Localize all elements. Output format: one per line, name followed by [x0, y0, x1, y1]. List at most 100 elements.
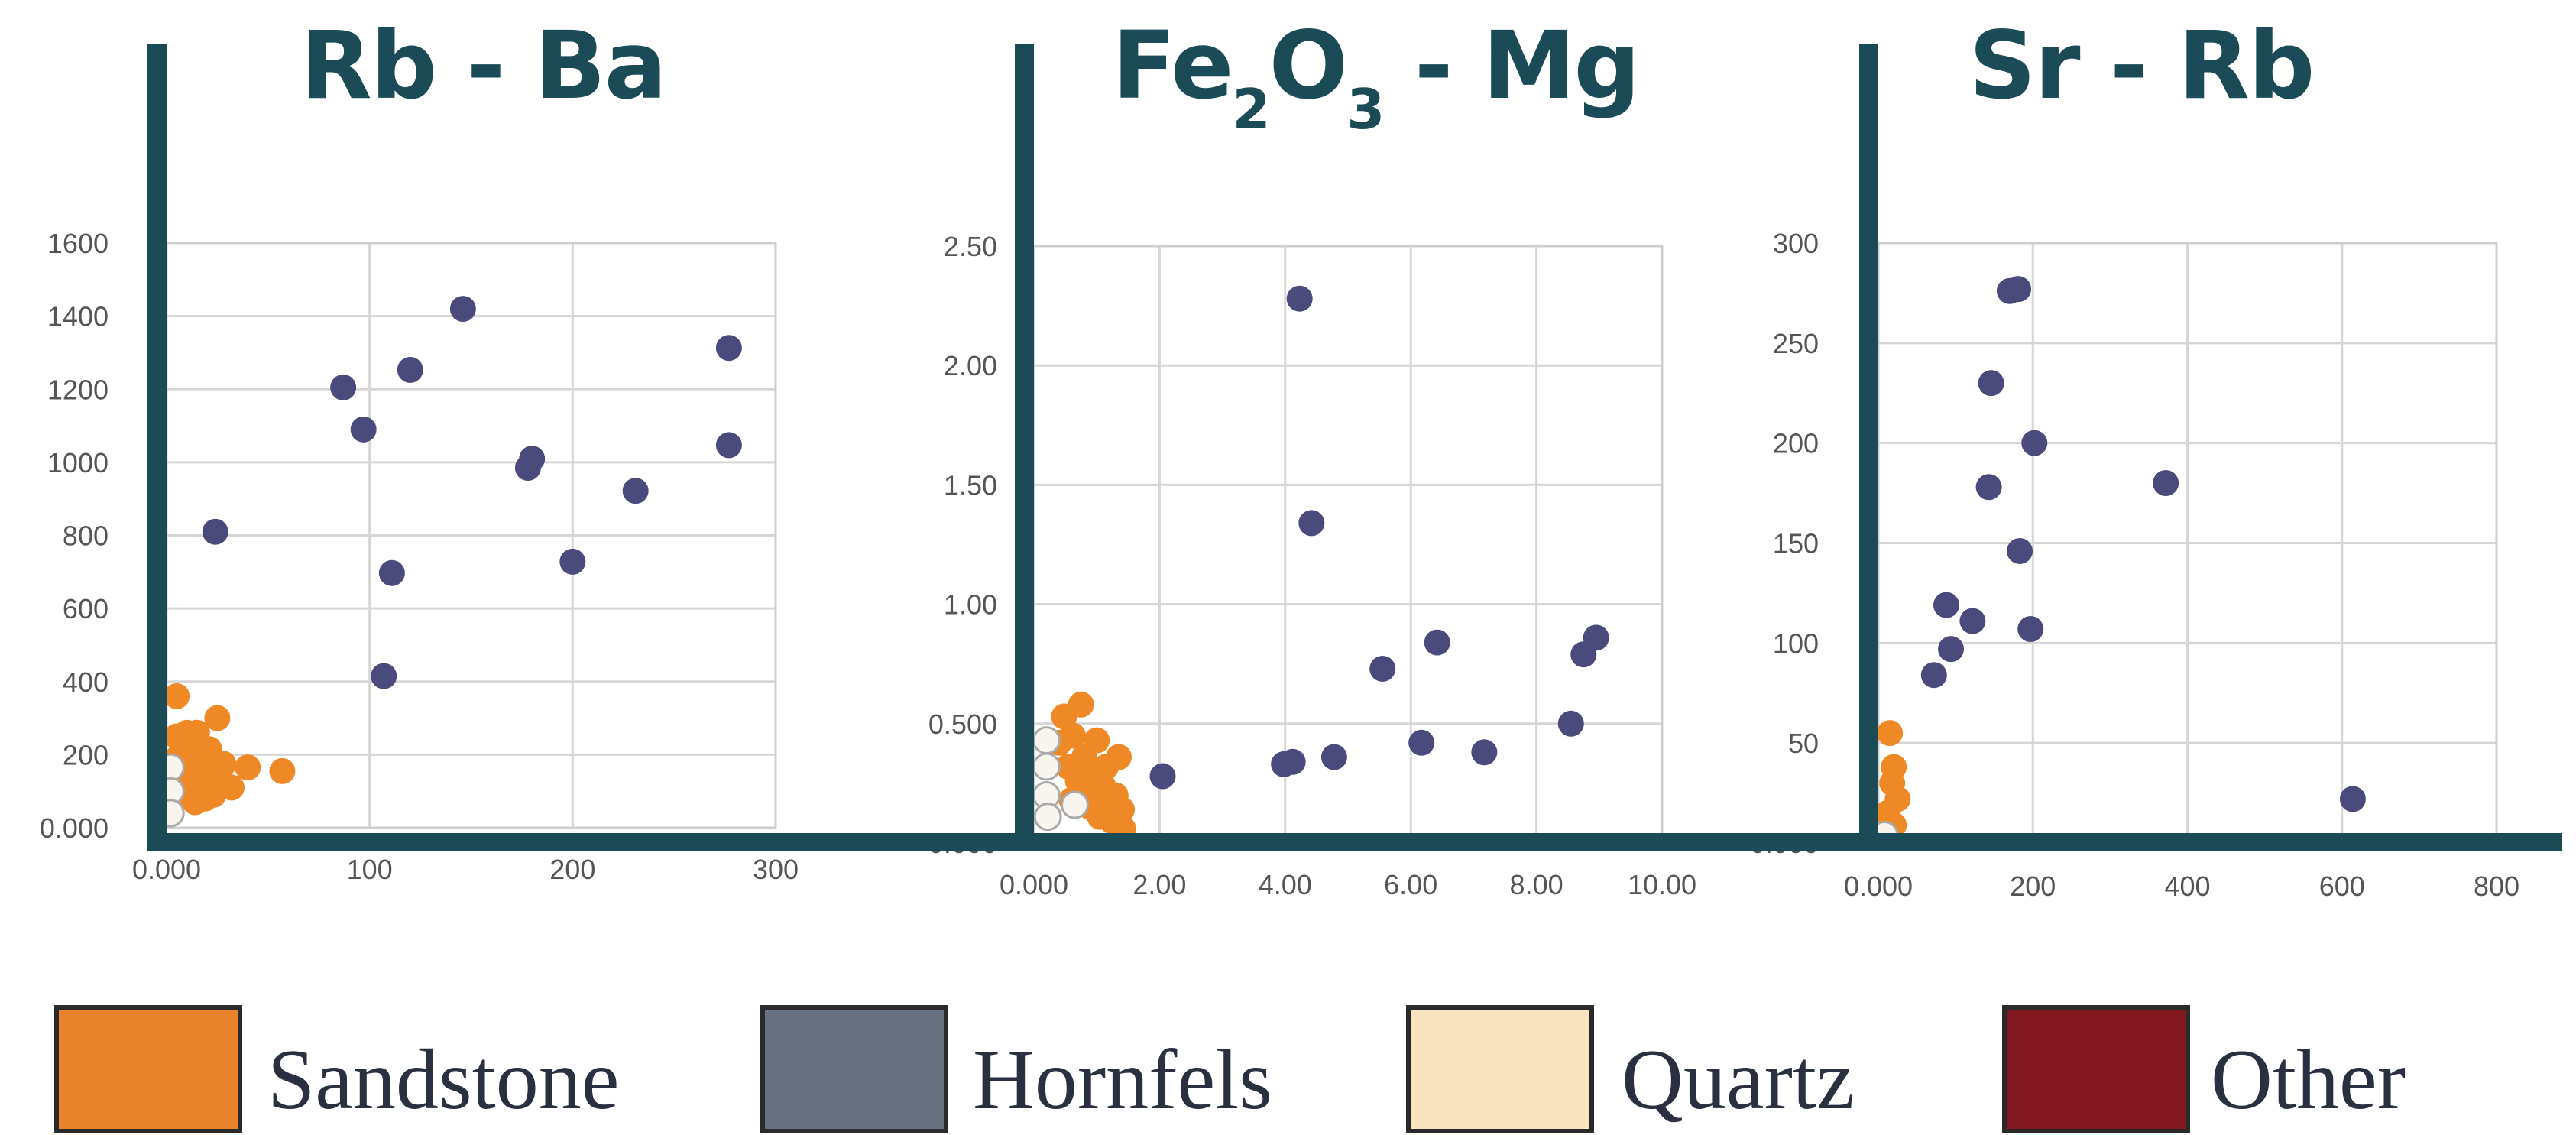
y-tick-label: 1.50 — [944, 469, 997, 501]
data-point-hornfels — [1978, 370, 2004, 397]
data-point-sandstone — [269, 757, 296, 784]
y-tick-label: 300 — [1773, 228, 1819, 259]
plot-fe2o3-mg: 0.0000.5001.001.502.002.500.0002.004.006… — [928, 231, 1696, 900]
x-tick-label: 2.00 — [1132, 869, 1186, 900]
title-fe: Fe — [1112, 11, 1232, 120]
data-point-hornfels — [1959, 608, 1986, 634]
y-tick-label: 1.00 — [944, 589, 997, 621]
x-tick-label: 600 — [2319, 871, 2365, 902]
legend-label-other: Other — [2211, 1033, 2406, 1127]
data-point-hornfels — [397, 356, 423, 383]
x-tick-label: 400 — [2164, 871, 2210, 902]
data-point-hornfels — [715, 432, 742, 459]
legend-label-hornfels: Hornfels — [973, 1033, 1272, 1127]
frame-vertical-3 — [1859, 44, 1878, 847]
x-tick-label: 200 — [2010, 871, 2056, 902]
data-point-hornfels — [449, 296, 476, 323]
x-tick-label: 10.00 — [1628, 869, 1696, 900]
data-point-quartz — [1060, 790, 1089, 819]
data-point-hornfels — [1557, 710, 1584, 737]
frame-baseline — [147, 833, 2562, 851]
y-tick-label: 200 — [1773, 428, 1819, 459]
data-point-hornfels — [559, 548, 586, 575]
y-tick-label: 2.00 — [944, 350, 997, 381]
legend: Sandstone Hornfels Quartz Other — [54, 1005, 2406, 1133]
y-tick-label: 0.000 — [40, 812, 109, 844]
data-point-sandstone — [210, 751, 237, 777]
x-tick-label: 100 — [347, 854, 393, 885]
data-point-hornfels — [519, 446, 546, 472]
frame-vertical-1 — [147, 44, 167, 847]
data-point-hornfels — [1408, 729, 1435, 756]
data-point-hornfels — [1149, 763, 1176, 790]
y-tick-label: 800 — [63, 520, 109, 552]
data-point-hornfels — [1279, 748, 1306, 775]
data-point-hornfels — [1975, 474, 2002, 501]
x-tick-label: 0.000 — [132, 854, 201, 885]
data-point-hornfels — [1583, 624, 1609, 651]
data-point-hornfels — [1424, 629, 1450, 656]
x-tick-label: 300 — [753, 854, 799, 885]
chart-title-sr-rb: Sr - Rb — [1969, 11, 2314, 120]
data-point-quartz — [1032, 726, 1061, 755]
chart-title-rb-ba: Rb - Ba — [300, 11, 666, 120]
data-point-sandstone — [1059, 722, 1086, 749]
x-tick-label: 200 — [549, 854, 595, 885]
data-point-hornfels — [2021, 430, 2048, 456]
legend-swatch-hornfels — [760, 1005, 948, 1133]
data-point-hornfels — [202, 518, 228, 545]
data-point-hornfels — [1298, 510, 1325, 537]
data-point-sandstone — [1109, 796, 1136, 823]
x-tick-label: 8.00 — [1510, 869, 1563, 900]
data-point-quartz — [1033, 803, 1062, 832]
data-point-hornfels — [1471, 739, 1498, 766]
title-mg: - Mg — [1383, 11, 1638, 120]
y-tick-label: 50 — [1788, 728, 1819, 759]
data-point-hornfels — [1933, 592, 1959, 618]
data-point-hornfels — [330, 374, 357, 400]
data-point-hornfels — [715, 335, 742, 362]
legend-label-quartz: Quartz — [1622, 1033, 1855, 1127]
y-tick-label: 250 — [1773, 328, 1819, 359]
data-point-hornfels — [371, 663, 397, 689]
data-point-sandstone — [219, 774, 245, 801]
y-tick-label: 1000 — [47, 447, 109, 478]
data-point-quartz — [1032, 752, 1061, 781]
data-point-hornfels — [2007, 537, 2033, 564]
data-point-hornfels — [378, 559, 405, 586]
data-point-hornfels — [2153, 470, 2179, 496]
data-point-hornfels — [2017, 616, 2044, 643]
legend-swatch-other — [2002, 1005, 2190, 1133]
x-tick-label: 800 — [2474, 871, 2519, 902]
y-tick-label: 1400 — [47, 301, 109, 332]
title-sub-2: 2 — [1232, 77, 1269, 141]
data-point-hornfels — [1320, 744, 1347, 770]
y-tick-label: 400 — [63, 666, 109, 698]
frame-vertical-2 — [1015, 44, 1034, 847]
data-point-sandstone — [1877, 720, 1904, 747]
data-point-sandstone — [1105, 744, 1132, 770]
data-point-hornfels — [1286, 285, 1313, 312]
data-point-hornfels — [1920, 662, 1947, 689]
legend-swatch-sandstone — [54, 1005, 242, 1133]
title-sub-3: 3 — [1346, 77, 1383, 141]
chart-title-fe2o3-mg: Fe2O3 - Mg — [1112, 11, 1638, 141]
data-point-sandstone — [235, 754, 261, 781]
y-tick-label: 150 — [1773, 528, 1819, 559]
data-point-hornfels — [2005, 276, 2032, 303]
x-tick-label: 6.00 — [1384, 869, 1437, 900]
data-point-hornfels — [1938, 636, 1965, 663]
y-tick-label: 0.500 — [928, 709, 997, 740]
legend-label-sandstone: Sandstone — [267, 1033, 619, 1127]
y-tick-label: 2.50 — [944, 231, 997, 262]
data-point-hornfels — [622, 478, 649, 504]
y-tick-label: 1600 — [47, 228, 109, 259]
data-point-sandstone — [164, 683, 190, 709]
data-point-sandstone — [1084, 727, 1110, 754]
x-tick-label: 0.000 — [1000, 869, 1068, 900]
y-tick-label: 100 — [1773, 627, 1819, 659]
y-tick-label: 600 — [63, 593, 109, 624]
title-o: O — [1269, 11, 1347, 120]
